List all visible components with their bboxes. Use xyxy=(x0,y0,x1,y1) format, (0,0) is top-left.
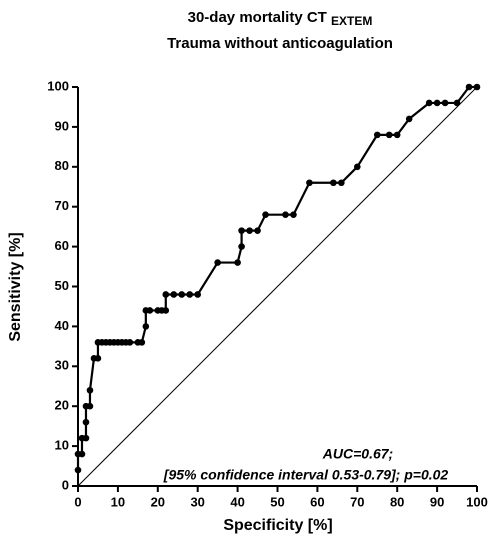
data-point xyxy=(330,179,337,187)
data-point xyxy=(441,99,449,107)
data-point xyxy=(194,291,201,298)
data-point xyxy=(74,466,82,474)
x-tick-label: 40 xyxy=(230,494,244,509)
y-tick-label: 50 xyxy=(55,278,69,293)
x-tick-label: 100 xyxy=(466,494,488,509)
data-point xyxy=(254,227,261,234)
data-point xyxy=(170,291,178,298)
data-point xyxy=(238,227,245,234)
y-tick-label: 30 xyxy=(55,358,69,373)
y-tick-label: 60 xyxy=(55,238,69,253)
data-point xyxy=(162,307,170,314)
data-point xyxy=(162,291,170,298)
y-tick-label: 0 xyxy=(62,477,69,492)
title-subscript: EXTEM xyxy=(331,14,372,28)
y-tick-label: 90 xyxy=(55,118,69,133)
data-point xyxy=(126,339,134,346)
x-tick-label: 60 xyxy=(310,494,324,509)
data-point xyxy=(146,307,154,314)
data-point xyxy=(354,163,361,171)
y-tick-label: 80 xyxy=(55,158,69,173)
data-point xyxy=(338,179,345,187)
data-point xyxy=(246,227,253,234)
data-point xyxy=(238,243,245,250)
chart-subtitle: Trauma without anticoagulation xyxy=(167,35,393,52)
reference-line xyxy=(77,86,478,487)
y-axis-label: Sensitivity [%] xyxy=(7,232,24,341)
data-point xyxy=(214,259,221,266)
y-tick-label: 10 xyxy=(55,438,69,453)
x-tick-label: 80 xyxy=(390,494,404,509)
data-point xyxy=(290,211,297,218)
roc-line xyxy=(76,85,477,471)
data-point xyxy=(385,131,393,139)
y-tick-label: 40 xyxy=(55,318,69,333)
y-tick-label: 70 xyxy=(55,198,69,213)
y-tick-label: 100 xyxy=(47,78,69,93)
data-point xyxy=(82,418,90,426)
x-tick-label: 90 xyxy=(430,494,444,509)
x-tick-label: 50 xyxy=(270,494,284,509)
x-tick-label: 0 xyxy=(74,494,81,509)
data-point xyxy=(94,355,102,362)
x-tick-label: 70 xyxy=(350,494,364,509)
x-tick-label: 30 xyxy=(190,494,204,509)
x-tick-label: 10 xyxy=(111,494,125,509)
data-point xyxy=(306,179,313,187)
annotation: [95% confidence interval 0.53-0.79]; p=0… xyxy=(163,467,449,483)
data-point xyxy=(373,131,381,139)
data-point xyxy=(262,211,269,218)
data-point xyxy=(78,450,86,458)
data-point xyxy=(142,323,150,330)
data-point xyxy=(282,211,289,218)
data-point xyxy=(393,131,401,139)
x-axis-label: Specificity [%] xyxy=(223,517,332,534)
data-point xyxy=(186,291,194,298)
y-tick-label: 20 xyxy=(55,398,69,413)
data-point xyxy=(425,99,433,107)
data-point xyxy=(82,434,90,442)
x-tick-label: 20 xyxy=(151,494,165,509)
data-point xyxy=(178,291,186,298)
data-point xyxy=(234,259,241,266)
data-point xyxy=(465,83,473,91)
data-point xyxy=(138,339,146,346)
data-point xyxy=(405,115,413,123)
data-point xyxy=(473,83,481,91)
data-point xyxy=(86,402,94,410)
data-point xyxy=(433,99,441,107)
data-point xyxy=(453,99,461,107)
chart-title: 30-day mortality CT EXTEM xyxy=(188,9,373,28)
title-main: 30-day mortality CT xyxy=(188,9,327,26)
annotation: AUC=0.67; xyxy=(322,446,393,462)
data-point xyxy=(86,386,94,394)
